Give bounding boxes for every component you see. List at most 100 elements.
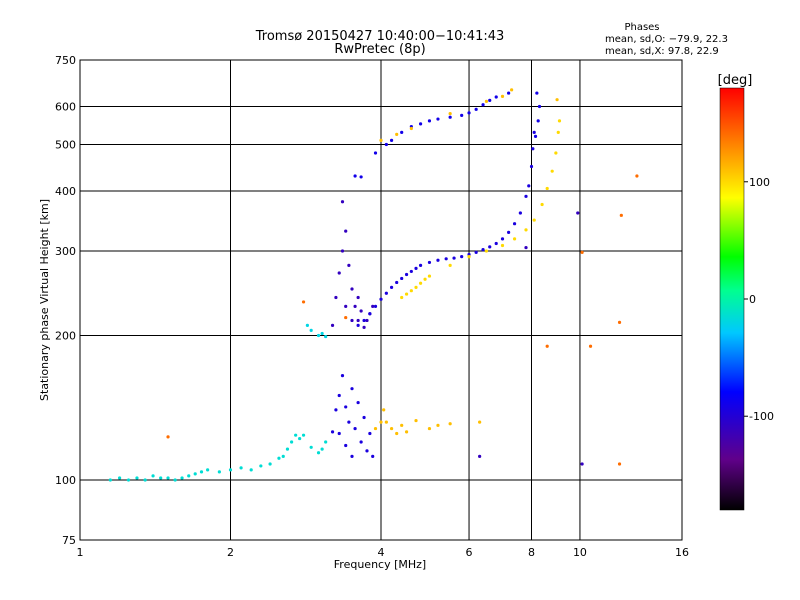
- data-point: [448, 111, 452, 116]
- data-point: [371, 454, 375, 459]
- data-point: [344, 405, 348, 409]
- data-point: [518, 211, 522, 215]
- data-point: [427, 426, 432, 431]
- data-point: [337, 393, 341, 398]
- data-point: [298, 436, 302, 441]
- colorbar-tick-label: -100: [749, 410, 774, 423]
- data-point: [478, 454, 482, 459]
- data-point: [436, 117, 440, 121]
- series-f-x-trace: [400, 119, 562, 300]
- y-tick-label: 75: [62, 534, 76, 547]
- data-point: [500, 237, 505, 241]
- data-point: [532, 218, 536, 222]
- data-point: [404, 430, 409, 434]
- data-point: [126, 478, 131, 482]
- data-point: [555, 98, 559, 102]
- data-point: [418, 263, 423, 267]
- y-tick-label: 750: [55, 54, 76, 67]
- data-point: [353, 174, 357, 178]
- data-point: [187, 474, 191, 478]
- data-point: [414, 266, 418, 270]
- data-point: [324, 334, 328, 339]
- data-point: [379, 138, 383, 142]
- data-point: [510, 88, 514, 92]
- series-isolated-low: [478, 211, 584, 466]
- data-point: [617, 320, 622, 325]
- chart-title: Tromsø 20150427 10:40:00−10:41:43: [255, 29, 505, 44]
- data-point: [344, 315, 348, 320]
- data-point: [467, 111, 471, 115]
- data-point: [356, 323, 360, 327]
- data-point: [400, 276, 404, 281]
- data-point: [365, 318, 369, 323]
- data-point: [330, 430, 335, 434]
- data-point: [500, 243, 505, 248]
- data-point: [334, 295, 338, 300]
- x-tick-label: 16: [675, 546, 689, 559]
- data-point: [228, 468, 233, 472]
- data-point: [320, 331, 324, 336]
- data-point: [512, 237, 517, 241]
- data-point: [444, 257, 448, 261]
- data-point: [524, 245, 528, 250]
- data-point: [362, 325, 366, 329]
- data-point: [290, 440, 294, 444]
- data-point: [529, 164, 534, 169]
- series-upper-x: [379, 88, 559, 142]
- data-point: [384, 142, 388, 147]
- data-point: [588, 344, 593, 348]
- data-point: [404, 292, 409, 296]
- data-point: [373, 426, 378, 431]
- data-point: [368, 431, 372, 436]
- data-point: [285, 447, 290, 451]
- data-point: [427, 274, 432, 278]
- data-point: [474, 107, 478, 111]
- data-point: [135, 476, 139, 480]
- data-point: [368, 312, 372, 316]
- data-point: [337, 431, 341, 436]
- data-point: [452, 256, 456, 260]
- data-point: [436, 258, 440, 262]
- x-tick-label: 1: [77, 546, 84, 559]
- data-point: [373, 151, 378, 155]
- data-point: [347, 420, 351, 424]
- data-point: [395, 132, 399, 136]
- data-point: [373, 304, 378, 309]
- data-point: [362, 415, 366, 420]
- data-point: [481, 103, 485, 107]
- data-point: [301, 433, 306, 437]
- data-point: [316, 333, 321, 338]
- series-e-region-spread: [330, 374, 375, 459]
- data-point: [409, 126, 413, 131]
- data-points: [108, 88, 639, 482]
- data-point: [356, 295, 360, 300]
- phase-stats-o: mean, sd,O: −79.9, 22.3: [605, 34, 728, 45]
- y-tick-label: 400: [55, 185, 76, 198]
- data-point: [389, 426, 394, 431]
- data-point: [143, 478, 147, 482]
- data-point: [448, 422, 452, 426]
- data-point: [350, 454, 354, 459]
- data-point: [395, 280, 399, 285]
- data-point: [580, 462, 584, 466]
- data-point: [344, 229, 348, 233]
- data-point: [460, 113, 464, 117]
- chart-subtitle: RwPretec (8p): [334, 42, 425, 57]
- data-point: [117, 476, 122, 480]
- data-point: [350, 287, 354, 291]
- data-point: [281, 454, 285, 459]
- data-point: [324, 440, 328, 444]
- data-point: [344, 443, 348, 448]
- y-tick-label: 100: [55, 474, 76, 487]
- data-point: [556, 130, 560, 134]
- data-point: [277, 456, 281, 460]
- data-point: [309, 328, 313, 332]
- data-point: [554, 151, 558, 155]
- x-tick-label: 8: [528, 546, 535, 559]
- data-point: [344, 304, 348, 309]
- data-point: [359, 309, 363, 313]
- y-tick-label: 300: [55, 245, 76, 258]
- data-point: [467, 255, 471, 259]
- data-point: [478, 420, 482, 424]
